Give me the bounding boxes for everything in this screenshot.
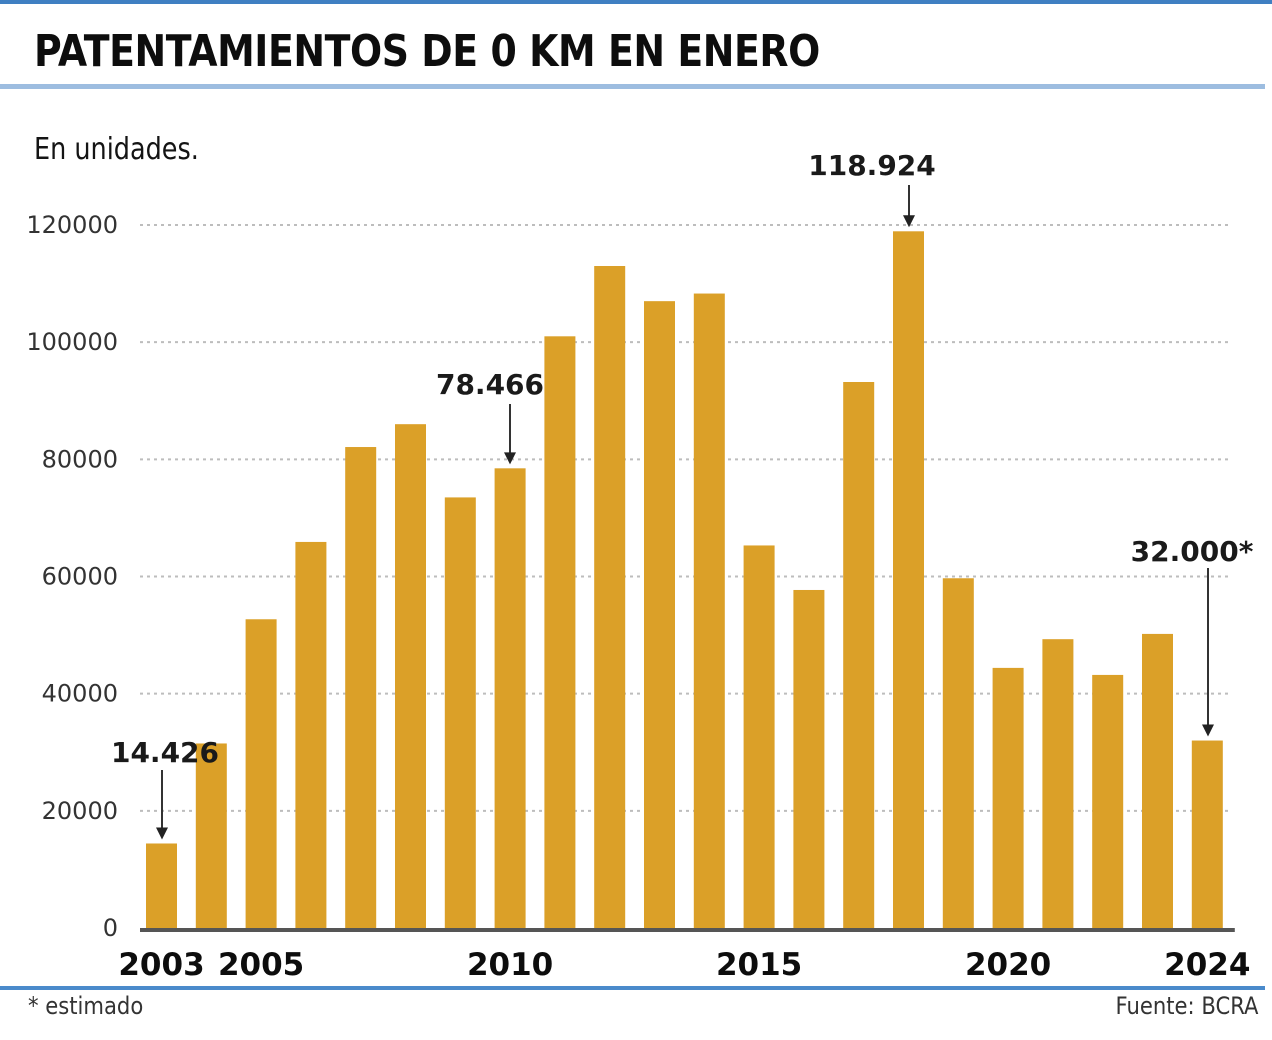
title-rule: [0, 84, 1265, 89]
x-tick-label: 2015: [716, 947, 802, 983]
chart-subtitle: En unidades.: [34, 132, 199, 167]
y-tick-label: 0: [103, 914, 118, 942]
x-tick-label: 2024: [1164, 947, 1250, 983]
y-tick-label: 100000: [26, 328, 118, 356]
bar: [644, 301, 675, 928]
bar: [793, 589, 825, 928]
source-note: Fuente: BCRA: [1115, 992, 1258, 1020]
bar: [893, 231, 924, 928]
chart-title: PATENTAMIENTOS DE 0 KM EN ENERO: [34, 26, 820, 77]
bar: [494, 468, 526, 928]
annotations: 14.426 78.466 118.924 32.000*: [111, 149, 1254, 840]
y-tick-label: 20000: [42, 797, 118, 825]
footnote: * estimado: [28, 992, 144, 1020]
bar: [992, 667, 1024, 928]
x-axis-ticks: 2003 2005 2010 2015 2020 2024: [118, 947, 1250, 983]
x-tick-label: 2010: [467, 947, 553, 983]
bar: [743, 545, 775, 928]
bar: [395, 424, 426, 928]
arrow-down-icon: [156, 827, 168, 840]
bar: [345, 447, 377, 928]
annotation-label: 118.924: [808, 149, 936, 182]
bar: [444, 497, 476, 928]
bar: [843, 382, 875, 929]
bar: [1191, 740, 1223, 928]
x-tick-label: 2005: [218, 947, 304, 983]
x-tick-label: 2003: [118, 947, 204, 983]
arrow-down-icon: [1202, 724, 1214, 737]
bar: [693, 293, 725, 929]
x-tick-label: 2020: [965, 947, 1051, 983]
annotation-label: 78.466: [436, 368, 544, 401]
bar: [1092, 674, 1124, 928]
bar: [245, 619, 277, 928]
bar: [544, 336, 576, 928]
annotation-label: 14.426: [111, 736, 219, 769]
bar: [942, 578, 974, 928]
y-axis-ticks: 0 20000 40000 60000 80000 100000 120000: [26, 211, 118, 942]
bar: [146, 843, 177, 928]
y-tick-label: 80000: [42, 445, 118, 473]
bar: [1042, 639, 1074, 928]
y-tick-label: 40000: [42, 680, 118, 708]
annotation-label: 32.000*: [1131, 535, 1254, 568]
bars: [146, 231, 1223, 929]
bottom-rule: [0, 986, 1265, 990]
arrow-down-icon: [504, 452, 516, 465]
bar: [195, 743, 227, 928]
bar: [594, 266, 626, 929]
y-tick-label: 120000: [26, 211, 118, 239]
bar: [1142, 633, 1173, 928]
arrow-down-icon: [903, 215, 915, 228]
y-tick-label: 60000: [42, 563, 118, 591]
bar: [295, 541, 327, 928]
top-rule: [0, 0, 1272, 4]
